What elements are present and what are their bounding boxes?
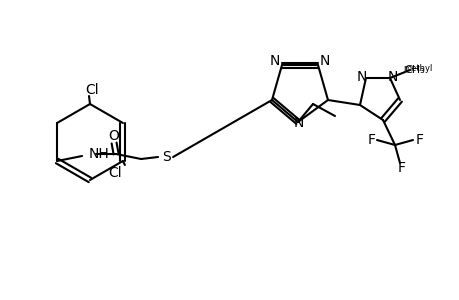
Text: F: F	[367, 133, 375, 147]
Text: N: N	[269, 54, 280, 68]
Text: methyl: methyl	[403, 64, 432, 73]
Text: O: O	[108, 129, 119, 143]
Text: N: N	[319, 54, 330, 68]
Text: F: F	[415, 133, 423, 147]
Text: N: N	[293, 116, 303, 130]
Text: N: N	[387, 70, 397, 84]
Text: S: S	[162, 150, 170, 164]
Text: Cl: Cl	[85, 83, 99, 97]
Text: CH₃: CH₃	[404, 65, 425, 75]
Text: N: N	[356, 70, 366, 84]
Text: NH: NH	[89, 147, 110, 161]
Text: Cl: Cl	[108, 166, 122, 180]
Text: F: F	[397, 161, 405, 175]
